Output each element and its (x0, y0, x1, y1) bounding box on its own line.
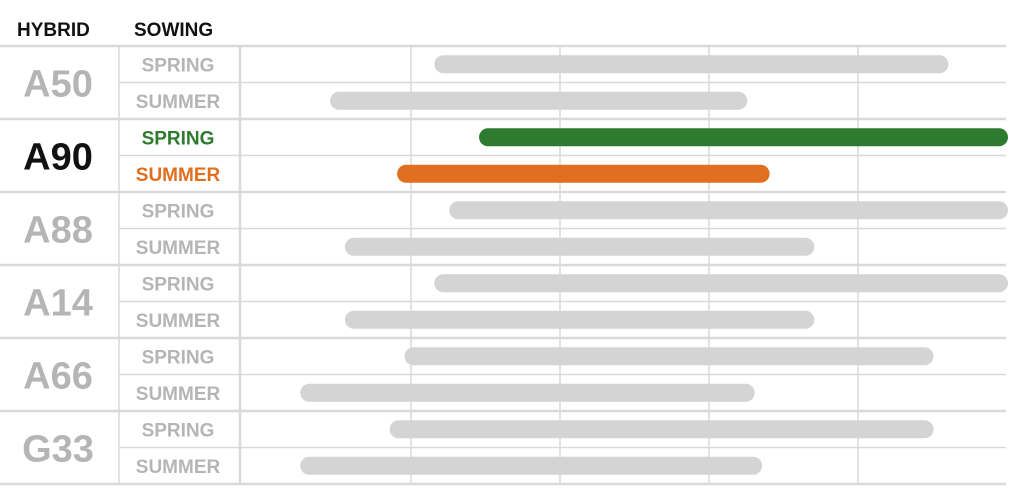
sowing-label: SUMMER (136, 311, 221, 332)
range-bar (479, 128, 1008, 147)
hybrid-column-header: HYBRID (17, 20, 90, 41)
sowing-label: SUMMER (136, 92, 221, 113)
range-bar (434, 55, 949, 74)
sowing-column-header: SOWING (134, 20, 214, 41)
range-bar (330, 91, 748, 110)
sowing-label: SPRING (142, 420, 215, 441)
range-bar (397, 164, 770, 183)
sowing-label: SPRING (142, 128, 215, 149)
sowing-label: SPRING (142, 347, 215, 368)
hybrid-label: G33 (22, 429, 94, 471)
range-bar (404, 347, 934, 366)
range-bar (300, 456, 763, 475)
hybrid-label: A90 (23, 137, 93, 179)
hybrid-label: A14 (23, 283, 93, 325)
sowing-label: SUMMER (136, 238, 221, 259)
sowing-label: SPRING (142, 55, 215, 76)
sowing-label: SUMMER (136, 384, 221, 405)
sowing-label: SPRING (142, 201, 215, 222)
hybrid-label: A50 (23, 64, 93, 106)
range-bar (300, 383, 755, 402)
range-bar (434, 274, 1009, 293)
hybrid-label: A66 (23, 356, 93, 398)
sowing-label: SUMMER (136, 165, 221, 186)
hybrid-label: A88 (23, 210, 93, 252)
sowing-label: SUMMER (136, 457, 221, 478)
range-bar (389, 420, 934, 439)
range-bar (344, 310, 815, 329)
range-bar (344, 237, 815, 256)
sowing-label: SPRING (142, 274, 215, 295)
range-bar (449, 201, 1008, 220)
